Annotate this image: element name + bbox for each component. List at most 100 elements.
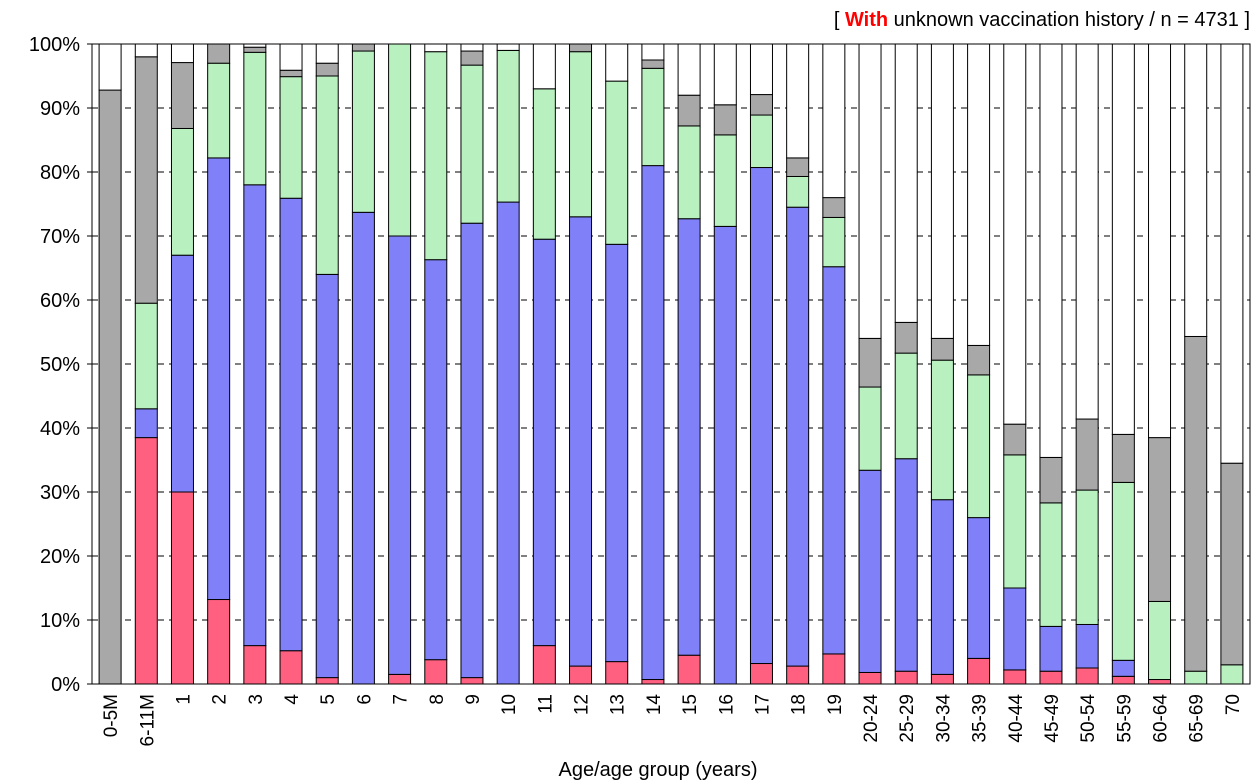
x-category-label: 55-59: [1114, 694, 1135, 743]
bar-segment: [713, 225, 737, 685]
x-category-label: 3: [246, 694, 267, 705]
bar-remainder: [749, 43, 773, 96]
bar-remainder: [460, 43, 484, 52]
bar-segment: [569, 216, 593, 667]
bar-segment: [1111, 659, 1135, 677]
bar-remainder: [1003, 43, 1027, 425]
bar-segment: [243, 184, 267, 647]
bar-segment: [641, 165, 665, 681]
bar-segment: [351, 50, 375, 213]
bar-segment: [532, 88, 556, 240]
bar-remainder: [713, 43, 737, 106]
x-category-label: 15: [680, 694, 701, 715]
bar-segment: [749, 94, 773, 116]
bar-segment: [1075, 667, 1099, 685]
x-category-label: 6: [354, 694, 375, 705]
bar-segment: [677, 125, 701, 220]
x-category-label: 8: [427, 694, 448, 705]
bar-remainder: [894, 43, 918, 323]
bar-segment: [532, 645, 556, 685]
bar-segment: [786, 175, 810, 208]
x-category-label: 0-5M: [101, 694, 122, 737]
bar-segment: [1075, 623, 1099, 669]
bar-segment: [1003, 454, 1027, 589]
bar-segment: [98, 89, 122, 685]
bar-segment: [279, 197, 303, 652]
x-category-label: 45-49: [1042, 694, 1063, 743]
bar-segment: [134, 437, 158, 685]
y-tick-label: 30%: [40, 482, 80, 504]
bar-remainder: [170, 43, 194, 64]
bar-remainder: [858, 43, 882, 339]
bar-segment: [858, 337, 882, 388]
x-category-label: 14: [644, 694, 665, 716]
bar-segment: [1184, 670, 1208, 685]
bar-segment: [134, 56, 158, 304]
x-category-label: 20-24: [861, 694, 882, 743]
bar-segment: [786, 157, 810, 177]
bar-segment: [786, 206, 810, 667]
sample-note-rest: unknown vaccination history / n = 4731 ]: [888, 9, 1250, 31]
y-tick-label: 10%: [40, 610, 80, 632]
bar-segment: [388, 235, 412, 675]
bar-segment: [967, 657, 991, 685]
bar-segment: [605, 243, 629, 663]
bar-remainder: [134, 43, 158, 58]
x-category-label: 60-64: [1151, 694, 1172, 743]
y-tick-label: 90%: [40, 98, 80, 120]
bar-segment: [388, 43, 412, 237]
bar-segment: [822, 197, 846, 218]
bar-segment: [279, 650, 303, 685]
bar-segment: [967, 517, 991, 659]
y-tick-label: 50%: [40, 354, 80, 376]
bar-segment: [207, 157, 231, 601]
bar-segment: [1111, 481, 1135, 661]
y-tick-label: 100%: [29, 34, 80, 56]
bar-segment: [677, 654, 701, 685]
bar-segment: [207, 43, 231, 64]
bar-segment: [569, 51, 593, 218]
bar-segment: [134, 408, 158, 439]
bar-remainder: [496, 43, 520, 51]
bar-segment: [1075, 489, 1099, 625]
bar-segment: [388, 673, 412, 685]
bar-segment: [858, 469, 882, 673]
bar-segment: [822, 266, 846, 655]
bar-segment: [569, 665, 593, 685]
bar-segment: [1220, 664, 1244, 685]
sample-note: [ With unknown vaccination history / n =…: [834, 9, 1250, 31]
bar-segment: [749, 167, 773, 665]
bar-segment: [424, 259, 448, 661]
bar-segment: [930, 359, 954, 501]
bar-segment: [1039, 502, 1063, 627]
bar-remainder: [1039, 43, 1063, 458]
bar-segment: [1039, 670, 1063, 685]
bar-segment: [134, 302, 158, 410]
y-tick-label: 40%: [40, 418, 80, 440]
bar-segment: [713, 134, 737, 227]
bar-segment: [170, 127, 194, 256]
bar-segment: [170, 62, 194, 129]
bar-segment: [351, 43, 375, 52]
bar-segment: [1111, 675, 1135, 685]
bar-segment: [677, 94, 701, 127]
bar-segment: [207, 599, 231, 685]
bar-segment: [967, 344, 991, 376]
bar-segment: [858, 671, 882, 685]
x-category-label: 6-11M: [137, 694, 158, 746]
bar-segment: [424, 659, 448, 685]
sample-note-highlight: With: [845, 9, 888, 31]
bar-segment: [749, 114, 773, 169]
bar-segment: [1148, 600, 1172, 681]
bar-segment: [532, 238, 556, 647]
bar-remainder: [279, 43, 303, 71]
x-category-label: 9: [463, 694, 484, 705]
bar-segment: [713, 104, 737, 136]
bar-remainder: [1075, 43, 1099, 420]
bar-remainder: [967, 43, 991, 346]
x-category-label: 7: [391, 694, 412, 705]
x-category-label: 1: [173, 694, 194, 705]
bar-segment: [496, 201, 520, 685]
bar-remainder: [641, 43, 665, 61]
bar-segment: [496, 49, 520, 203]
